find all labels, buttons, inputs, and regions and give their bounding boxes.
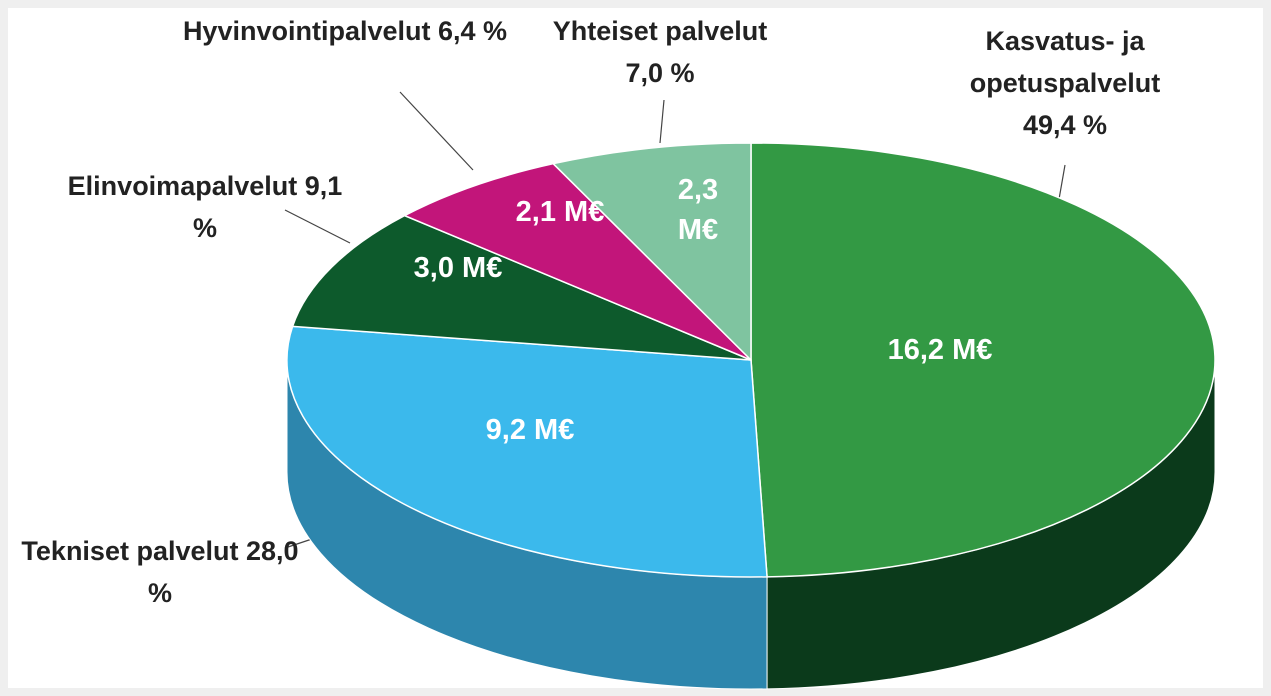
category-label: Tekniset palvelut 28,0 % xyxy=(20,530,300,614)
leader-line xyxy=(399,91,474,171)
amount-text: 16,2 M€ xyxy=(887,334,993,366)
percent-label: 49,4 % xyxy=(1022,110,1108,140)
category-label: Hyvinvointipalvelut 6,4 % xyxy=(180,10,510,52)
percent-label: 9,1 % xyxy=(192,171,343,243)
leader-lines xyxy=(284,91,1066,549)
amount-label: 2,1 M€ xyxy=(516,192,605,232)
leader-line xyxy=(659,99,665,144)
slice xyxy=(402,162,752,361)
slice-tops xyxy=(286,142,1216,578)
category-label: Yhteiset palvelut 7,0 % xyxy=(540,10,780,94)
amount-text: 2,1 M€ xyxy=(515,196,605,228)
percent-label: 7,0 % xyxy=(625,58,695,88)
amount-label: 2,3 M€ xyxy=(663,170,733,250)
percent-label: 6,4 % xyxy=(438,16,508,46)
slice xyxy=(286,325,768,578)
category-label: Elinvoimapalvelut 9,1 % xyxy=(55,165,355,249)
amount-label: 3,0 M€ xyxy=(414,248,503,288)
amount-text: 3,0 M€ xyxy=(413,252,503,284)
category-label: Kasvatus- ja opetuspalvelut 49,4 % xyxy=(950,20,1180,146)
leader-line xyxy=(284,209,351,244)
slice xyxy=(291,214,752,361)
category-name: Tekniset palvelut xyxy=(21,536,239,566)
category-name: Hyvinvointipalvelut xyxy=(182,16,431,46)
amount-text: 2,3 M€ xyxy=(677,174,719,246)
amount-text: 9,2 M€ xyxy=(485,414,575,446)
slice xyxy=(750,142,1216,578)
category-name: Elinvoimapalvelut xyxy=(67,171,298,201)
category-name: Yhteiset palvelut xyxy=(552,16,768,46)
amount-label: 16,2 M€ xyxy=(888,330,993,370)
slice xyxy=(551,142,752,362)
percent-label: 28,0 % xyxy=(147,536,299,608)
amount-label: 9,2 M€ xyxy=(486,410,575,450)
category-name: Kasvatus- ja opetuspalvelut xyxy=(969,26,1161,98)
